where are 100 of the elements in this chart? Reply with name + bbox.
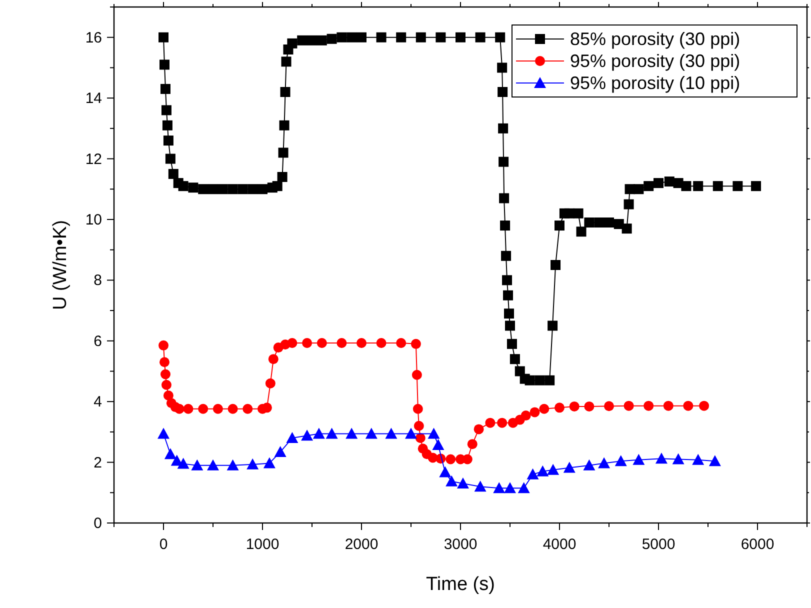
x-tick-label: 6000: [740, 536, 774, 553]
point: [554, 402, 564, 413]
legend-label: 95% porosity (10 ppi): [570, 73, 740, 93]
point: [177, 458, 190, 469]
x-tick-label: 3000: [444, 536, 478, 553]
point: [526, 468, 539, 480]
point: [462, 454, 472, 464]
y-tick-label: 10: [85, 211, 102, 228]
y-tick-label: 2: [94, 454, 102, 472]
point: [655, 452, 668, 464]
point: [412, 370, 422, 380]
point: [414, 420, 424, 431]
x-tick-label: 2000: [344, 536, 378, 553]
point: [446, 454, 456, 464]
x-tick-label: 1000: [246, 536, 280, 553]
point: [263, 457, 276, 468]
point: [493, 482, 506, 494]
point: [274, 446, 286, 457]
point: [336, 338, 347, 348]
point: [212, 404, 223, 414]
point: [286, 432, 298, 444]
point: [198, 404, 208, 414]
point: [614, 455, 627, 466]
point: [584, 401, 594, 412]
point: [446, 475, 458, 486]
point: [439, 466, 452, 478]
point: [191, 459, 204, 470]
y-axis-title: U (W/m•K): [50, 220, 71, 310]
point: [301, 430, 314, 441]
y-tick-label: 6: [94, 332, 102, 350]
point: [316, 338, 327, 348]
point: [158, 340, 168, 350]
point: [632, 454, 645, 465]
point: [326, 428, 338, 439]
point: [569, 401, 580, 412]
legend-label: 95% porosity (30 ppi): [570, 51, 740, 71]
point: [265, 378, 276, 388]
point: [376, 338, 386, 348]
point: [604, 401, 614, 412]
point: [226, 459, 239, 470]
legend-label: 85% porosity (30 ppi): [570, 29, 740, 49]
point: [346, 428, 358, 439]
point: [385, 428, 398, 439]
point: [302, 338, 312, 348]
y-tick-label: 14: [85, 90, 102, 108]
point: [163, 390, 174, 401]
point: [183, 404, 194, 414]
point: [520, 410, 531, 421]
point: [692, 454, 704, 465]
point: [497, 418, 508, 428]
point: [262, 402, 272, 413]
point: [583, 459, 596, 470]
point: [456, 478, 469, 489]
point: [428, 428, 440, 439]
point: [396, 338, 406, 348]
point: [287, 338, 298, 348]
point: [539, 404, 550, 414]
point: [410, 338, 421, 349]
y-tick-label: 8: [94, 272, 102, 290]
point: [467, 439, 478, 450]
point: [160, 369, 170, 380]
point: [644, 400, 654, 411]
point: [708, 455, 721, 466]
x-tick-label: 5000: [642, 536, 676, 553]
point: [412, 404, 423, 414]
point: [598, 457, 610, 468]
point: [624, 400, 634, 411]
point: [563, 462, 576, 473]
y-tick-label: 0: [94, 515, 102, 532]
point: [356, 338, 366, 348]
point: [683, 400, 694, 411]
point: [663, 400, 674, 411]
point: [485, 418, 496, 428]
point: [207, 459, 219, 470]
point: [268, 354, 278, 364]
y-tick-label: 12: [85, 150, 102, 168]
point: [474, 424, 484, 434]
point: [312, 428, 325, 439]
point: [405, 428, 417, 439]
point: [530, 407, 540, 418]
point: [174, 404, 184, 414]
point: [504, 482, 516, 494]
point: [161, 380, 172, 390]
point: [242, 404, 253, 414]
point: [365, 428, 378, 439]
point: [699, 400, 710, 411]
y-tick-label: 16: [85, 29, 102, 46]
point: [536, 465, 549, 476]
x-tick-label: 0: [159, 536, 168, 553]
x-axis-title: Time (s): [426, 574, 495, 595]
point: [159, 357, 170, 368]
point: [547, 464, 560, 475]
x-tick-label: 4000: [542, 536, 576, 553]
point: [474, 480, 486, 492]
point: [432, 438, 444, 450]
point: [246, 458, 259, 470]
y-tick-label: 4: [94, 394, 102, 411]
point: [164, 448, 176, 460]
point: [228, 404, 238, 414]
point: [158, 428, 170, 439]
